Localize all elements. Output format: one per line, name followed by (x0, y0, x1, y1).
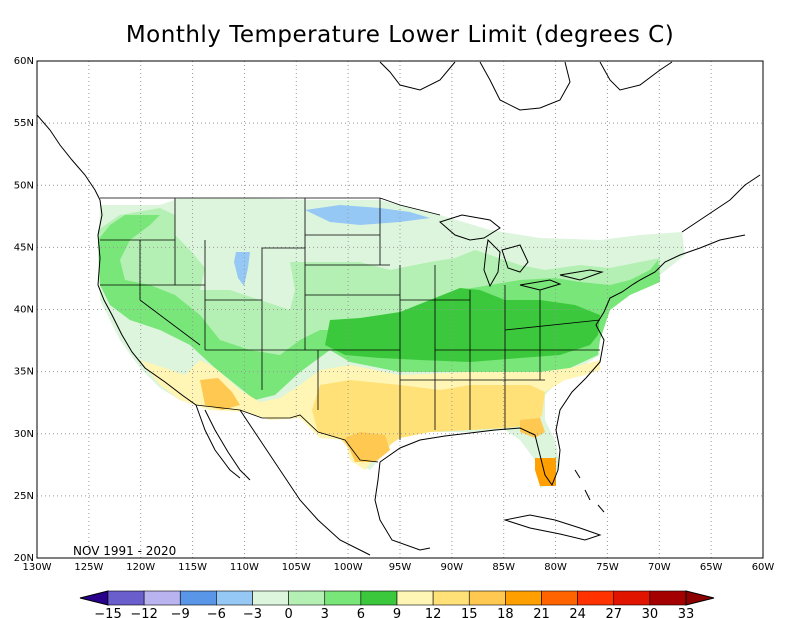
colorbar-segment (649, 590, 687, 606)
colorbar-segment (143, 590, 181, 606)
colorbar-label: 15 (461, 607, 478, 618)
lat-label: 45N (14, 242, 34, 253)
lon-label: 60W (752, 562, 775, 573)
colorbar-label: 3 (321, 607, 329, 618)
lon-label: 80W (544, 562, 567, 573)
colorbar-label: −3 (243, 607, 262, 618)
atlantic-coastline (585, 234, 746, 379)
baja-coastline (195, 404, 251, 481)
colorbar-label: −12 (130, 607, 157, 618)
colorbar-label: 27 (605, 607, 622, 618)
us-mexico-border (195, 404, 379, 463)
colorbar-segment (577, 590, 615, 606)
colorbar-label: −6 (207, 607, 226, 618)
colorbar-segment (360, 590, 398, 606)
colorbar-label: 6 (357, 607, 365, 618)
colorbar-label: −15 (94, 607, 121, 618)
cuba-outline (503, 514, 602, 541)
lat-label: 30N (14, 429, 34, 440)
lon-label: 65W (700, 562, 723, 573)
lon-label: 105W (282, 562, 311, 573)
mexico-west-coastline (239, 409, 371, 556)
great-lakes-outline (438, 214, 604, 291)
lon-label: 125W (74, 562, 103, 573)
lon-label: 115W (178, 562, 207, 573)
colorbar-label: 12 (425, 607, 442, 618)
colorbar-high-arrow (685, 590, 715, 606)
longitude-labels: 130W 125W 120W 115W 110W 105W 100W 95W 90W 85W 80W… (23, 562, 775, 573)
lat-label: 25N (14, 491, 34, 502)
colorbar-label: 9 (393, 607, 401, 618)
colorbar-label: 33 (678, 607, 695, 618)
lat-label: 20N (14, 553, 34, 564)
lon-label: 110W (230, 562, 259, 573)
shade-18-21-arizona (200, 378, 240, 410)
lat-label: 35N (14, 367, 34, 378)
map-frame-border (36, 60, 764, 559)
gulf-coastline (374, 377, 587, 551)
colorbar-segment (324, 590, 362, 606)
colorbar-label: 0 (284, 607, 292, 618)
colorbar-segment (252, 590, 289, 606)
shade-18-21-gulf (520, 418, 545, 438)
state-lines-east (400, 265, 601, 430)
lon-label: 130W (23, 562, 52, 573)
lat-label: 55N (14, 118, 34, 129)
lon-label: 90W (441, 562, 464, 573)
colorbar-segment (216, 590, 253, 606)
lat-label: 60N (14, 56, 34, 67)
lat-label: 50N (14, 180, 34, 191)
labrador-coastline (681, 174, 761, 233)
colorbar-segment (613, 590, 651, 606)
west-coastline (97, 199, 197, 406)
bahamas-outline (574, 469, 605, 513)
colorbar-label: 30 (642, 607, 659, 618)
temperature-shading (98, 198, 685, 488)
northern-coastline (379, 61, 673, 91)
period-label: NOV 1991 - 2020 (73, 544, 176, 558)
state-boundaries (100, 197, 601, 463)
shade-cold-wyoming (234, 252, 250, 286)
lon-label: 85W (492, 562, 515, 573)
lon-label: 75W (596, 562, 619, 573)
colorbar-segment (179, 590, 217, 606)
colorbar: −15 −12 −9 −6 −3 0 3 6 9 12 15 18 21 24 27 30 33 (79, 590, 715, 618)
shade-21-24-florida (535, 458, 556, 486)
lon-label: 70W (648, 562, 671, 573)
lat-label: 40N (14, 305, 34, 316)
colorbar-label: 24 (569, 607, 586, 618)
state-lines-central (262, 198, 401, 440)
colorbar-label: 21 (533, 607, 550, 618)
bc-coastline (37, 114, 101, 201)
colorbar-segment (505, 590, 542, 606)
shade-9-12 (325, 288, 600, 362)
colorbar-label: −9 (171, 607, 190, 618)
colorbar-segment (288, 590, 326, 606)
graticule-gridlines (37, 61, 763, 558)
latitude-labels: 60N 55N 50N 45N 40N 35N 30N 25N 20N (14, 56, 34, 564)
shade-cold-north (305, 205, 430, 225)
hudson-bay-coastline (479, 61, 571, 111)
colorbar-segment (432, 590, 470, 606)
lon-label: 120W (126, 562, 155, 573)
state-lines-west (100, 198, 263, 390)
colorbar-segment (396, 590, 434, 606)
colorbar-segment (468, 590, 506, 606)
colorbar-low-arrow (79, 590, 109, 606)
coastlines-and-borders (37, 61, 761, 556)
colorbar-segment (107, 590, 145, 606)
map-title: Monthly Temperature Lower Limit (degrees… (125, 22, 675, 48)
lon-label: 100W (334, 562, 363, 573)
lon-label: 95W (389, 562, 412, 573)
colorbar-segment (541, 590, 578, 606)
colorbar-label: 18 (497, 607, 514, 618)
